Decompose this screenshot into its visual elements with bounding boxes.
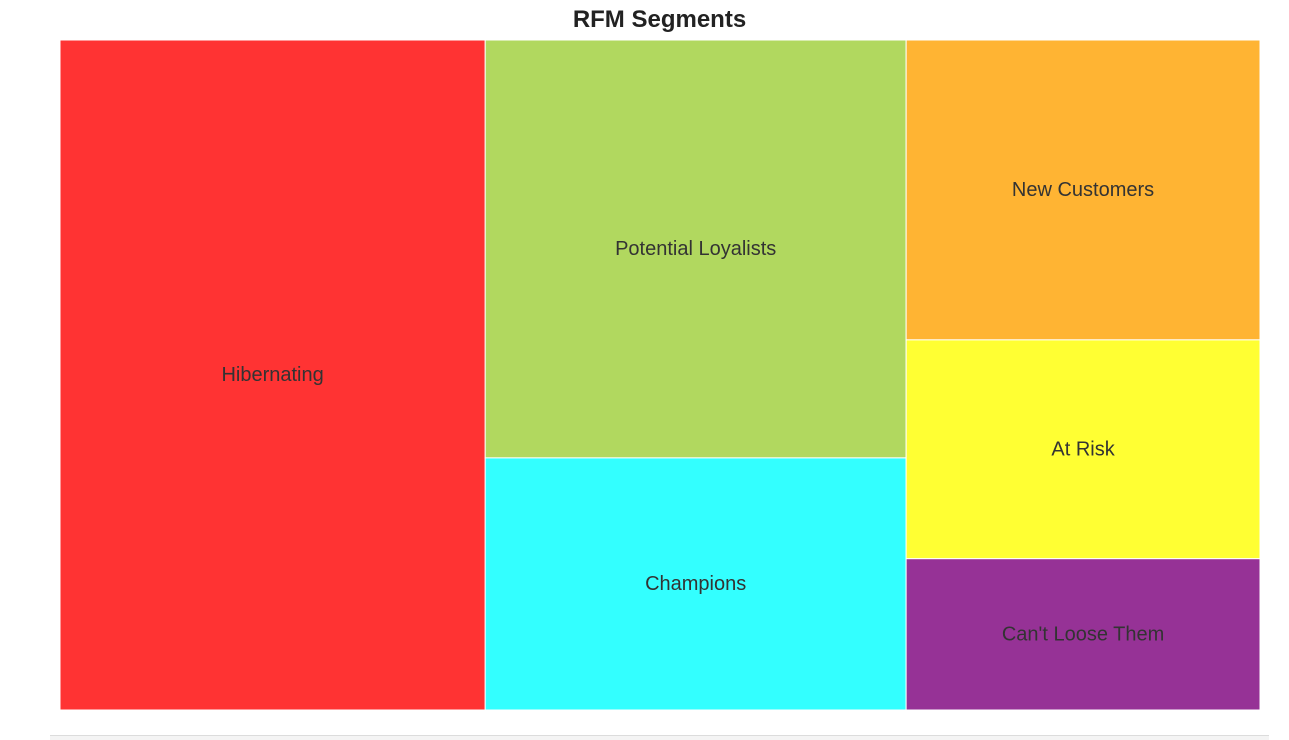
tile-champions[interactable] <box>484 457 907 711</box>
segment-can-t-loose-them[interactable]: Can't Loose Them <box>905 558 1261 711</box>
tile-potential-loyalists[interactable] <box>484 39 907 459</box>
tile-hibernating[interactable] <box>59 39 486 711</box>
chart-title: RFM Segments <box>572 6 747 33</box>
tile-can-t-loose-them[interactable] <box>905 558 1261 711</box>
tile-label-champions: Champions <box>645 573 746 595</box>
tile-label-new-customers: New Customers <box>1012 179 1154 201</box>
tile-new-customers[interactable] <box>905 39 1261 341</box>
tile-label-hibernating: Hibernating <box>221 364 323 386</box>
bottom-divider <box>50 735 1269 740</box>
segment-hibernating[interactable]: Hibernating <box>59 39 486 711</box>
segment-potential-loyalists[interactable]: Potential Loyalists <box>484 39 907 459</box>
segment-champions[interactable]: Champions <box>484 457 907 711</box>
segment-at-risk[interactable]: At Risk <box>905 339 1261 560</box>
segment-new-customers[interactable]: New Customers <box>905 39 1261 341</box>
tile-label-can-t-loose-them: Can't Loose Them <box>1002 623 1164 645</box>
tile-label-potential-loyalists: Potential Loyalists <box>615 238 776 260</box>
tile-label-at-risk: At Risk <box>1051 438 1115 460</box>
